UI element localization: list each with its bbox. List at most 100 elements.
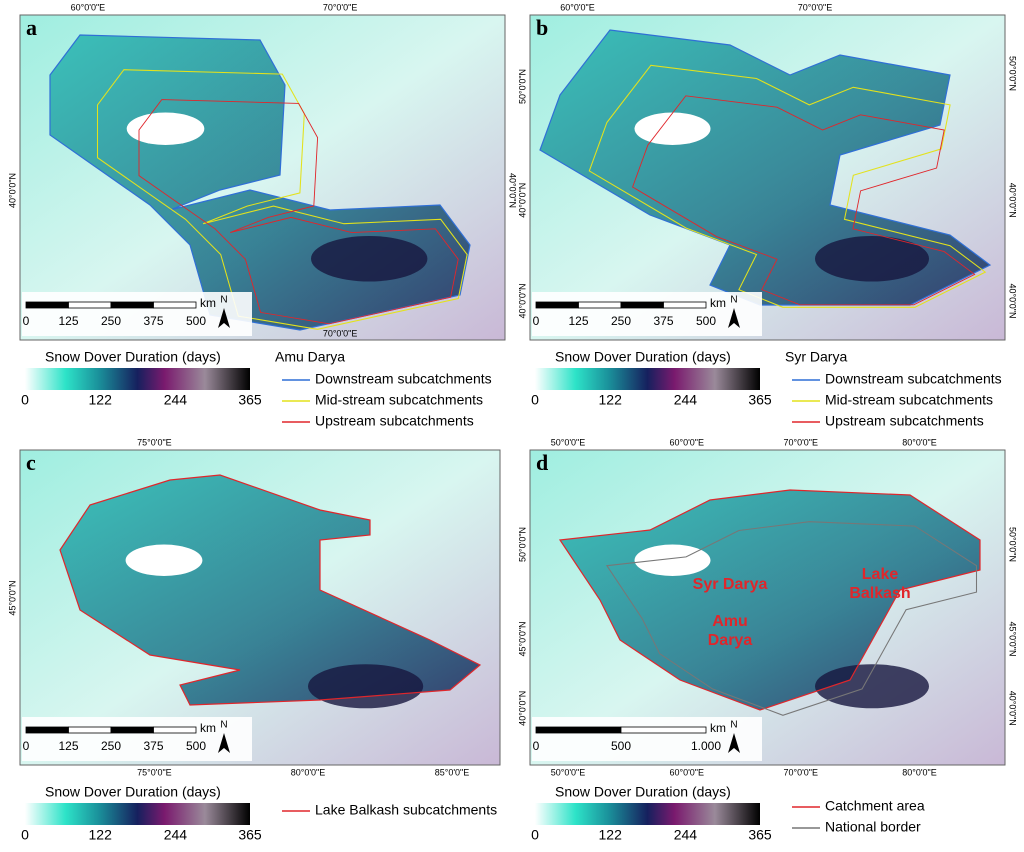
panel: a 60°0'0"E 70°0'0"E 70°0'0"E 40°0'0"N 40°0'0"… [7,2,518,341]
graticule-label: 60°0'0"E [669,767,704,777]
graticule-label: 50°0'0"N [1008,56,1018,91]
scale-bar-label: 1.000 [691,739,721,753]
scale-bar-unit: km [710,721,726,735]
colorbar [25,368,250,390]
colorbar-tick-label: 0 [21,392,29,408]
graticule-label: 75°0'0"E [137,767,172,777]
mountain-snow [308,664,424,709]
colorbar-tick-label: 365 [238,392,262,408]
snow-cover [60,475,480,705]
catchment-label: Amu [712,613,748,630]
graticule-label: 40°0'0"N [1008,691,1018,726]
north-arrow [218,308,230,328]
legend-label: National border [825,819,921,835]
scale-bar-segment [110,726,154,734]
scale-bar-unit: km [200,296,216,310]
scale-bar-bg [22,292,252,336]
mountain-snow [815,236,929,282]
north-arrow [728,733,740,753]
catchment-outline [558,489,981,711]
scale-bar-segment [110,301,154,309]
graticule-label: 50°0'0"E [551,767,586,777]
legend-label: Mid-stream subcatchments [825,392,993,408]
graticule-label: 40°0'0"N [517,283,527,318]
scale-bar-label: 500 [696,314,716,328]
graticule-label: 70°0'0"E [323,2,358,12]
scale-bar-label: 0 [23,314,30,328]
colorbar [535,803,760,825]
catchment-outline [605,521,978,716]
colorbar-tick-label: 365 [238,827,262,843]
colorbar-tick-label: 122 [89,392,113,408]
graticule-label: 70°0'0"E [323,328,358,338]
scale-bar-segment [153,726,197,734]
graticule-label: 45°0'0"N [7,581,17,616]
legend-title: Amu Darya [275,349,345,365]
graticule-label: 40°0'0"N [508,173,518,208]
panel-label: c [26,450,36,475]
catchment-outline [632,95,976,306]
scale-bar-label: 125 [58,314,78,328]
north-label: N [730,720,737,731]
graticule-label: 60°0'0"E [669,437,704,447]
scale-bar-label: 375 [143,314,163,328]
legend-label: Downstream subcatchments [315,371,492,387]
scale-bar-segment [578,301,622,309]
lake [634,544,711,576]
colorbar-title: Snow Dover Duration (days) [45,784,221,800]
graticule-label: 40°0'0"N [1008,183,1018,218]
panel-label: b [536,15,548,40]
graticule-label: 40°0'0"N [517,183,527,218]
scale-bar-label: 125 [58,739,78,753]
colorbar-tick-label: 0 [21,827,29,843]
colorbar-title: Snow Dover Duration (days) [555,349,731,365]
scale-bar-unit: km [710,296,726,310]
legend-label: Upstream subcatchments [825,413,984,429]
scale-bar-segment [153,301,197,309]
colorbar-tick-label: 122 [89,827,113,843]
lake [634,112,711,145]
scale-bar-label: 250 [101,739,121,753]
graticule-label: 70°0'0"E [783,437,818,447]
scale-bar-label: 375 [143,739,163,753]
mountain-snow [815,664,929,709]
graticule-label: 80°0'0"E [902,767,937,777]
catchment-outline [59,474,482,706]
legend-label: Catchment area [825,798,925,814]
graticule-label: 85°0'0"E [435,767,470,777]
colorbar-tick-label: 244 [674,392,698,408]
scale-bar-segment [620,726,707,734]
scale-bar-bg [22,717,252,761]
catchment-outline [138,99,459,325]
graticule-label: 60°0'0"E [71,2,106,12]
north-arrow [728,308,740,328]
colorbar-tick-label: 0 [531,392,539,408]
north-label: N [220,295,227,306]
scale-bar-label: 250 [101,314,121,328]
scale-bar-segment [25,726,69,734]
scale-bar-bg [532,717,762,761]
scale-bar-bg [532,292,762,336]
scale-bar-segment [620,301,664,309]
catchment-outline [588,64,987,308]
graticule-label: 75°0'0"E [137,437,172,447]
graticule-label: 40°0'0"N [7,173,17,208]
scale-bar-label: 0 [533,739,540,753]
graticule-label: 70°0'0"E [783,767,818,777]
scale-bar-segment [535,726,622,734]
scale-bar-segment [663,301,707,309]
colorbar-tick-label: 365 [748,392,772,408]
graticule-label: 60°0'0"E [560,2,595,12]
scale-bar-label: 500 [186,739,206,753]
colorbar-title: Snow Dover Duration (days) [45,349,221,365]
catchment-label: Syr Darya [693,576,768,593]
graticule-label: 40°0'0"N [1008,283,1018,318]
graticule-label: 80°0'0"E [902,437,937,447]
scale-bar-label: 500 [611,739,631,753]
colorbar-tick-label: 122 [599,392,623,408]
scale-bar-unit: km [200,721,216,735]
scale-bar-segment [535,301,579,309]
scale-bar-label: 250 [611,314,631,328]
north-label: N [220,720,227,731]
